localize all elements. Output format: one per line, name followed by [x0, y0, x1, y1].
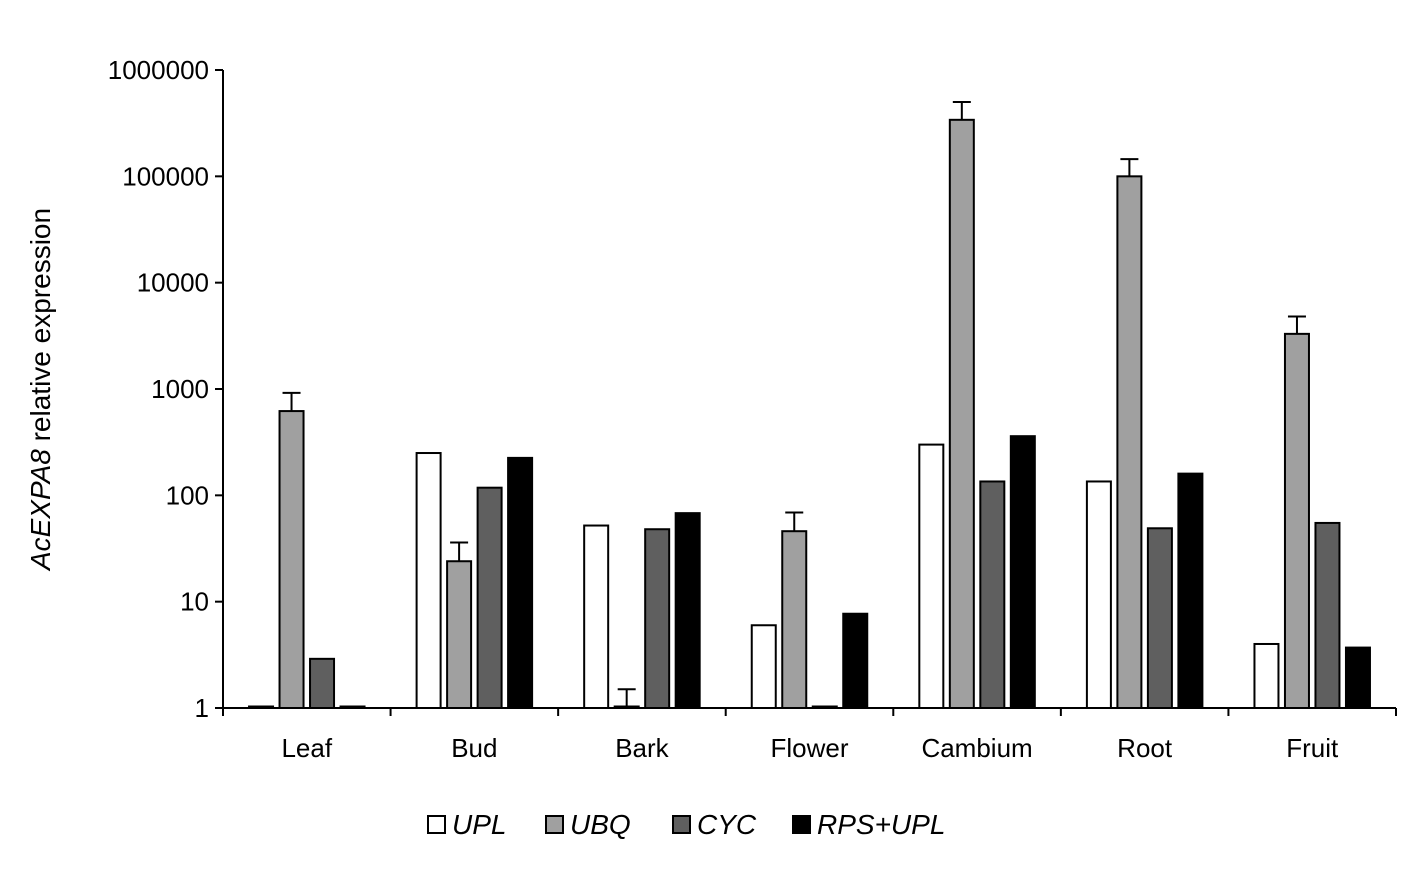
bar — [583, 524, 610, 709]
y-tick-label: 100000 — [122, 161, 209, 191]
y-tick-label: 10000 — [137, 268, 209, 298]
bar — [842, 612, 869, 710]
legend: UPL UBQ CYC RPS+UPL — [427, 809, 945, 840]
legend-swatch — [545, 815, 564, 834]
x-tick-label: Bark — [615, 733, 669, 763]
bar — [476, 486, 503, 709]
y-tick-label: 1000000 — [108, 55, 209, 85]
bar — [309, 657, 336, 709]
legend-swatch — [427, 815, 446, 834]
y-tick-label: 10 — [180, 587, 209, 617]
bar — [644, 528, 671, 710]
x-tick-label: Root — [1117, 733, 1173, 763]
legend-label: RPS+UPL — [817, 809, 945, 840]
bar — [339, 705, 366, 709]
bar — [507, 456, 534, 709]
bar — [918, 443, 945, 709]
error-bars — [282, 101, 1306, 708]
bar — [446, 560, 473, 710]
y-tick-label: 100 — [166, 480, 209, 510]
x-tick-label: Bud — [451, 733, 497, 763]
y-axis-label-text: relative expression — [25, 208, 56, 449]
x-axis: Leaf Bud Bark Flower Cambium Root Fruit — [222, 707, 1397, 763]
legend-label: CYC — [697, 809, 757, 840]
x-tick-label: Flower — [770, 733, 848, 763]
bar — [1177, 472, 1204, 709]
y-axis-label-gene: AcEXPA8 — [25, 449, 56, 572]
x-tick-label: Leaf — [281, 733, 332, 763]
bar — [1253, 642, 1280, 709]
legend-label: UPL — [452, 809, 506, 840]
bar — [1283, 332, 1310, 709]
y-axis: 1 10 100 1000 10000 100000 1000000 — [108, 55, 224, 723]
bar — [1344, 646, 1371, 710]
bar — [948, 118, 975, 710]
legend-swatch — [792, 815, 811, 834]
bar — [979, 480, 1006, 710]
bar — [1116, 175, 1143, 710]
bar — [1009, 435, 1036, 709]
bars — [248, 118, 1371, 710]
bar — [248, 705, 275, 709]
bar — [811, 705, 838, 709]
legend-label: UBQ — [570, 809, 631, 840]
bar — [415, 452, 442, 709]
bar — [1314, 521, 1341, 709]
y-tick-label: 1 — [195, 693, 209, 723]
bar — [781, 530, 808, 709]
x-tick-label: Fruit — [1286, 733, 1339, 763]
bar — [1146, 527, 1173, 709]
y-axis-label: AcEXPA8 relative expression — [25, 208, 56, 572]
bar — [1085, 480, 1112, 710]
bar — [674, 512, 701, 709]
bar — [278, 410, 305, 709]
x-tick-label: Cambium — [921, 733, 1032, 763]
legend-swatch — [672, 815, 691, 834]
y-tick-label: 1000 — [151, 374, 209, 404]
bar — [750, 624, 777, 710]
